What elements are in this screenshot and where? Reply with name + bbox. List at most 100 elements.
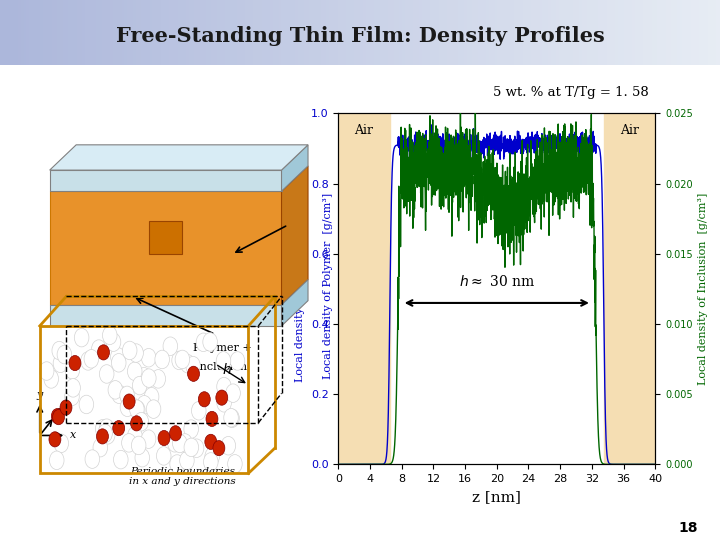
Circle shape	[181, 354, 195, 373]
Circle shape	[130, 401, 145, 420]
Circle shape	[99, 364, 114, 383]
Circle shape	[66, 379, 81, 397]
Circle shape	[79, 395, 94, 414]
Polygon shape	[282, 145, 308, 191]
Circle shape	[137, 368, 151, 386]
Circle shape	[53, 354, 68, 373]
Text: 5 wt. % at T/Tg = 1. 58: 5 wt. % at T/Tg = 1. 58	[493, 86, 649, 99]
Polygon shape	[282, 280, 308, 326]
Circle shape	[141, 348, 156, 367]
Circle shape	[216, 390, 228, 405]
Polygon shape	[50, 305, 282, 326]
Circle shape	[53, 409, 65, 425]
X-axis label: z [nm]: z [nm]	[472, 490, 521, 504]
Circle shape	[112, 385, 127, 403]
Circle shape	[170, 455, 184, 473]
Circle shape	[172, 351, 186, 370]
Circle shape	[186, 356, 200, 375]
Circle shape	[141, 430, 156, 448]
Circle shape	[100, 426, 115, 444]
Circle shape	[69, 355, 81, 370]
Text: Free-Standing Thin Film: Density Profiles: Free-Standing Thin Film: Density Profile…	[116, 25, 604, 46]
Bar	[603, 113, 655, 464]
Circle shape	[125, 397, 140, 416]
Circle shape	[224, 408, 238, 427]
Circle shape	[51, 409, 63, 424]
Text: y: y	[37, 389, 42, 400]
Circle shape	[74, 328, 89, 347]
Bar	[338, 113, 390, 464]
Circle shape	[65, 387, 79, 406]
Circle shape	[93, 438, 107, 457]
Circle shape	[151, 369, 166, 388]
Circle shape	[99, 419, 114, 437]
Circle shape	[52, 341, 66, 360]
Text: Air: Air	[354, 124, 373, 137]
Circle shape	[107, 333, 121, 352]
Circle shape	[127, 427, 142, 445]
Circle shape	[81, 352, 95, 370]
Text: Periodic boundaries
in x and y directions: Periodic boundaries in x and y direction…	[129, 467, 235, 486]
Circle shape	[192, 402, 206, 420]
Circle shape	[155, 350, 169, 369]
Circle shape	[134, 413, 148, 431]
Circle shape	[111, 348, 125, 366]
Circle shape	[184, 438, 199, 457]
Circle shape	[146, 400, 161, 419]
Circle shape	[98, 424, 112, 443]
Circle shape	[112, 354, 126, 372]
Y-axis label: Local density of Polymer  [g/cm³]: Local density of Polymer [g/cm³]	[295, 196, 305, 382]
Circle shape	[217, 394, 231, 412]
Circle shape	[204, 453, 218, 471]
Circle shape	[114, 450, 128, 469]
Circle shape	[163, 337, 178, 355]
Circle shape	[225, 409, 239, 428]
Circle shape	[142, 369, 156, 387]
Circle shape	[226, 384, 240, 402]
Y-axis label: Local density of Inclusion  [g/cm³]: Local density of Inclusion [g/cm³]	[698, 193, 708, 385]
Circle shape	[158, 430, 170, 445]
Text: z: z	[56, 407, 62, 416]
Circle shape	[54, 434, 68, 453]
Circle shape	[137, 395, 152, 414]
Circle shape	[120, 386, 135, 404]
Circle shape	[132, 376, 147, 395]
Circle shape	[127, 362, 142, 381]
Circle shape	[120, 398, 135, 416]
Circle shape	[178, 434, 192, 452]
Circle shape	[175, 350, 189, 369]
Text: $h\approx$ 30 nm: $h\approx$ 30 nm	[459, 274, 535, 289]
Circle shape	[123, 394, 135, 409]
Text: $h$: $h$	[222, 362, 232, 377]
Circle shape	[122, 341, 137, 360]
Polygon shape	[50, 170, 282, 191]
Polygon shape	[50, 145, 308, 170]
Circle shape	[122, 434, 136, 452]
Circle shape	[49, 432, 61, 447]
Circle shape	[168, 434, 182, 452]
Text: Air: Air	[621, 124, 639, 137]
Circle shape	[60, 400, 72, 415]
Polygon shape	[282, 166, 308, 305]
Circle shape	[65, 361, 80, 379]
Circle shape	[230, 352, 245, 370]
Circle shape	[57, 345, 72, 364]
Circle shape	[189, 439, 204, 457]
Circle shape	[130, 400, 144, 418]
Circle shape	[130, 416, 143, 431]
Circle shape	[228, 455, 242, 473]
Text: x: x	[70, 429, 76, 440]
Circle shape	[205, 447, 220, 466]
Circle shape	[102, 326, 117, 345]
Circle shape	[204, 434, 217, 449]
Text: 18: 18	[679, 521, 698, 535]
Circle shape	[85, 450, 99, 468]
Circle shape	[206, 411, 218, 427]
Text: Polymer +: Polymer +	[192, 343, 251, 353]
Polygon shape	[50, 191, 282, 305]
Circle shape	[84, 349, 99, 368]
Circle shape	[196, 333, 211, 352]
Circle shape	[203, 333, 217, 351]
Circle shape	[135, 448, 150, 467]
Circle shape	[91, 340, 106, 359]
